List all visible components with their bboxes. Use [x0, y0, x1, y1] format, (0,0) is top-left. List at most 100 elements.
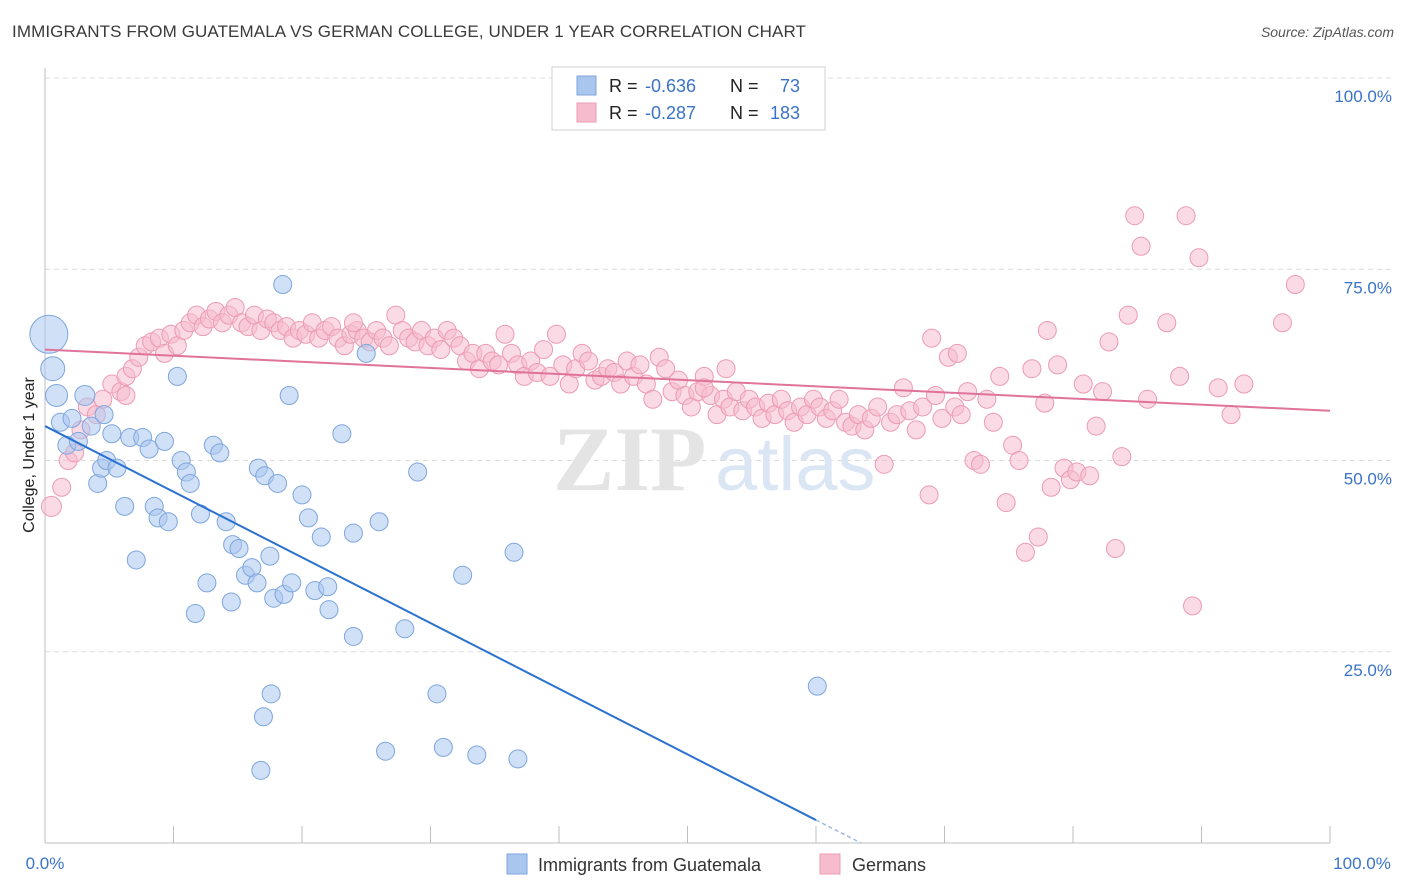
germans-point	[1131, 236, 1151, 256]
germans-point	[829, 389, 849, 409]
guatemala-point	[185, 604, 205, 623]
germans-point	[1125, 206, 1145, 226]
germans-point	[379, 336, 399, 356]
germans-point	[1035, 393, 1055, 413]
germans-point	[996, 493, 1016, 513]
germans-point	[1041, 477, 1061, 497]
germans-point	[947, 343, 967, 363]
legend-n-value-2: 183	[770, 103, 800, 123]
guatemala-point	[158, 512, 178, 532]
guatemala-point	[253, 707, 273, 727]
germans-point	[1009, 451, 1029, 470]
guatemala-point	[229, 538, 249, 558]
germans-point	[1176, 206, 1196, 226]
legend-box	[551, 66, 826, 131]
guatemala-point	[298, 508, 318, 528]
guatemala-point	[62, 408, 82, 428]
y-tick-label: 75.0%	[1344, 278, 1392, 297]
guatemala-point	[343, 523, 363, 543]
guatemala-point	[427, 684, 447, 704]
legend-n-label-2: N =	[730, 103, 759, 123]
germans-point	[1272, 313, 1292, 333]
guatemala-point	[197, 573, 217, 593]
legend-r-value-1: -0.636	[645, 76, 696, 96]
x-tick-label-max: 100.0%	[1333, 854, 1391, 873]
series-label-germans: Germans	[852, 855, 926, 875]
germans-point	[40, 495, 62, 517]
germans-point	[1105, 538, 1125, 558]
germans-point	[970, 454, 990, 474]
germans-trend-line	[44, 348, 1331, 412]
guatemala-point	[180, 473, 200, 493]
series-label-guatemala: Immigrants from Guatemala	[538, 855, 762, 875]
guatemala-trend-line	[44, 425, 817, 821]
guatemala-point	[311, 527, 331, 547]
series-swatch-guatemala	[506, 853, 528, 875]
germans-point	[1234, 374, 1254, 394]
germans-point	[656, 359, 676, 379]
germans-point	[983, 412, 1003, 432]
guatemala-point	[292, 485, 312, 505]
guatemala-point	[221, 592, 241, 612]
y-tick-labels: 25.0% 50.0% 75.0% 100.0%	[1334, 87, 1392, 680]
guatemala-point	[268, 473, 288, 493]
germans-point	[919, 485, 939, 505]
guatemala-point	[282, 573, 302, 593]
germans-point	[922, 328, 942, 348]
germans-point	[906, 420, 926, 440]
y-tick-label: 50.0%	[1344, 470, 1392, 489]
germans-point	[1080, 466, 1100, 486]
guatemala-point	[433, 737, 453, 757]
germans-point	[1138, 389, 1158, 409]
germans-point	[1189, 248, 1209, 268]
guatemala-point	[81, 416, 101, 436]
guatemala-point	[94, 405, 114, 425]
germans-point	[1157, 313, 1177, 333]
y-tick-label: 100.0%	[1334, 87, 1392, 106]
germans-point	[694, 378, 714, 398]
guatemala-point	[408, 462, 428, 482]
legend-r-label-2: R =	[609, 103, 638, 123]
guatemala-point	[356, 343, 376, 363]
germans-point	[1112, 447, 1132, 467]
germans-point	[951, 405, 971, 425]
guatemala-point	[167, 366, 187, 386]
legend-r-value-2: -0.287	[645, 103, 696, 123]
guatemala-point	[126, 550, 146, 570]
guatemala-point	[318, 577, 338, 597]
germans-point	[926, 385, 946, 405]
y-axis-title: College, Under 1 year	[21, 377, 38, 533]
germans-point	[1086, 416, 1106, 436]
legend-n-label-1: N =	[730, 76, 759, 96]
germans-point	[716, 359, 736, 379]
chart-title: IMMIGRANTS FROM GUATEMALA VS GERMAN COLL…	[12, 22, 807, 41]
watermark-atlas: atlas	[715, 422, 876, 507]
guatemala-point	[260, 546, 280, 566]
germans-point	[1028, 527, 1048, 547]
guatemala-point	[210, 443, 230, 463]
guatemala-point	[332, 424, 352, 444]
germans-point	[52, 477, 72, 497]
guatemala-point	[467, 745, 487, 765]
guatemala-point	[102, 424, 122, 444]
guatemala-point	[395, 619, 415, 639]
germans-point	[1285, 275, 1305, 295]
legend-swatch-pink	[576, 102, 597, 123]
guatemala-point	[45, 383, 69, 407]
guatemala-point	[115, 496, 135, 516]
germans-point	[579, 351, 599, 371]
germans-point	[546, 324, 566, 344]
germans-point	[116, 385, 136, 405]
germans-point	[977, 389, 997, 409]
guatemala-point	[261, 684, 281, 704]
guatemala-point	[319, 600, 339, 620]
guatemala-point	[74, 384, 96, 406]
trend-lines	[44, 348, 1331, 844]
germans-point	[343, 313, 363, 333]
guatemala-point	[68, 431, 88, 451]
germans-point	[431, 340, 451, 360]
x-ticks	[44, 826, 1331, 843]
guatemala-point	[807, 676, 827, 696]
germans-point	[1118, 305, 1138, 325]
